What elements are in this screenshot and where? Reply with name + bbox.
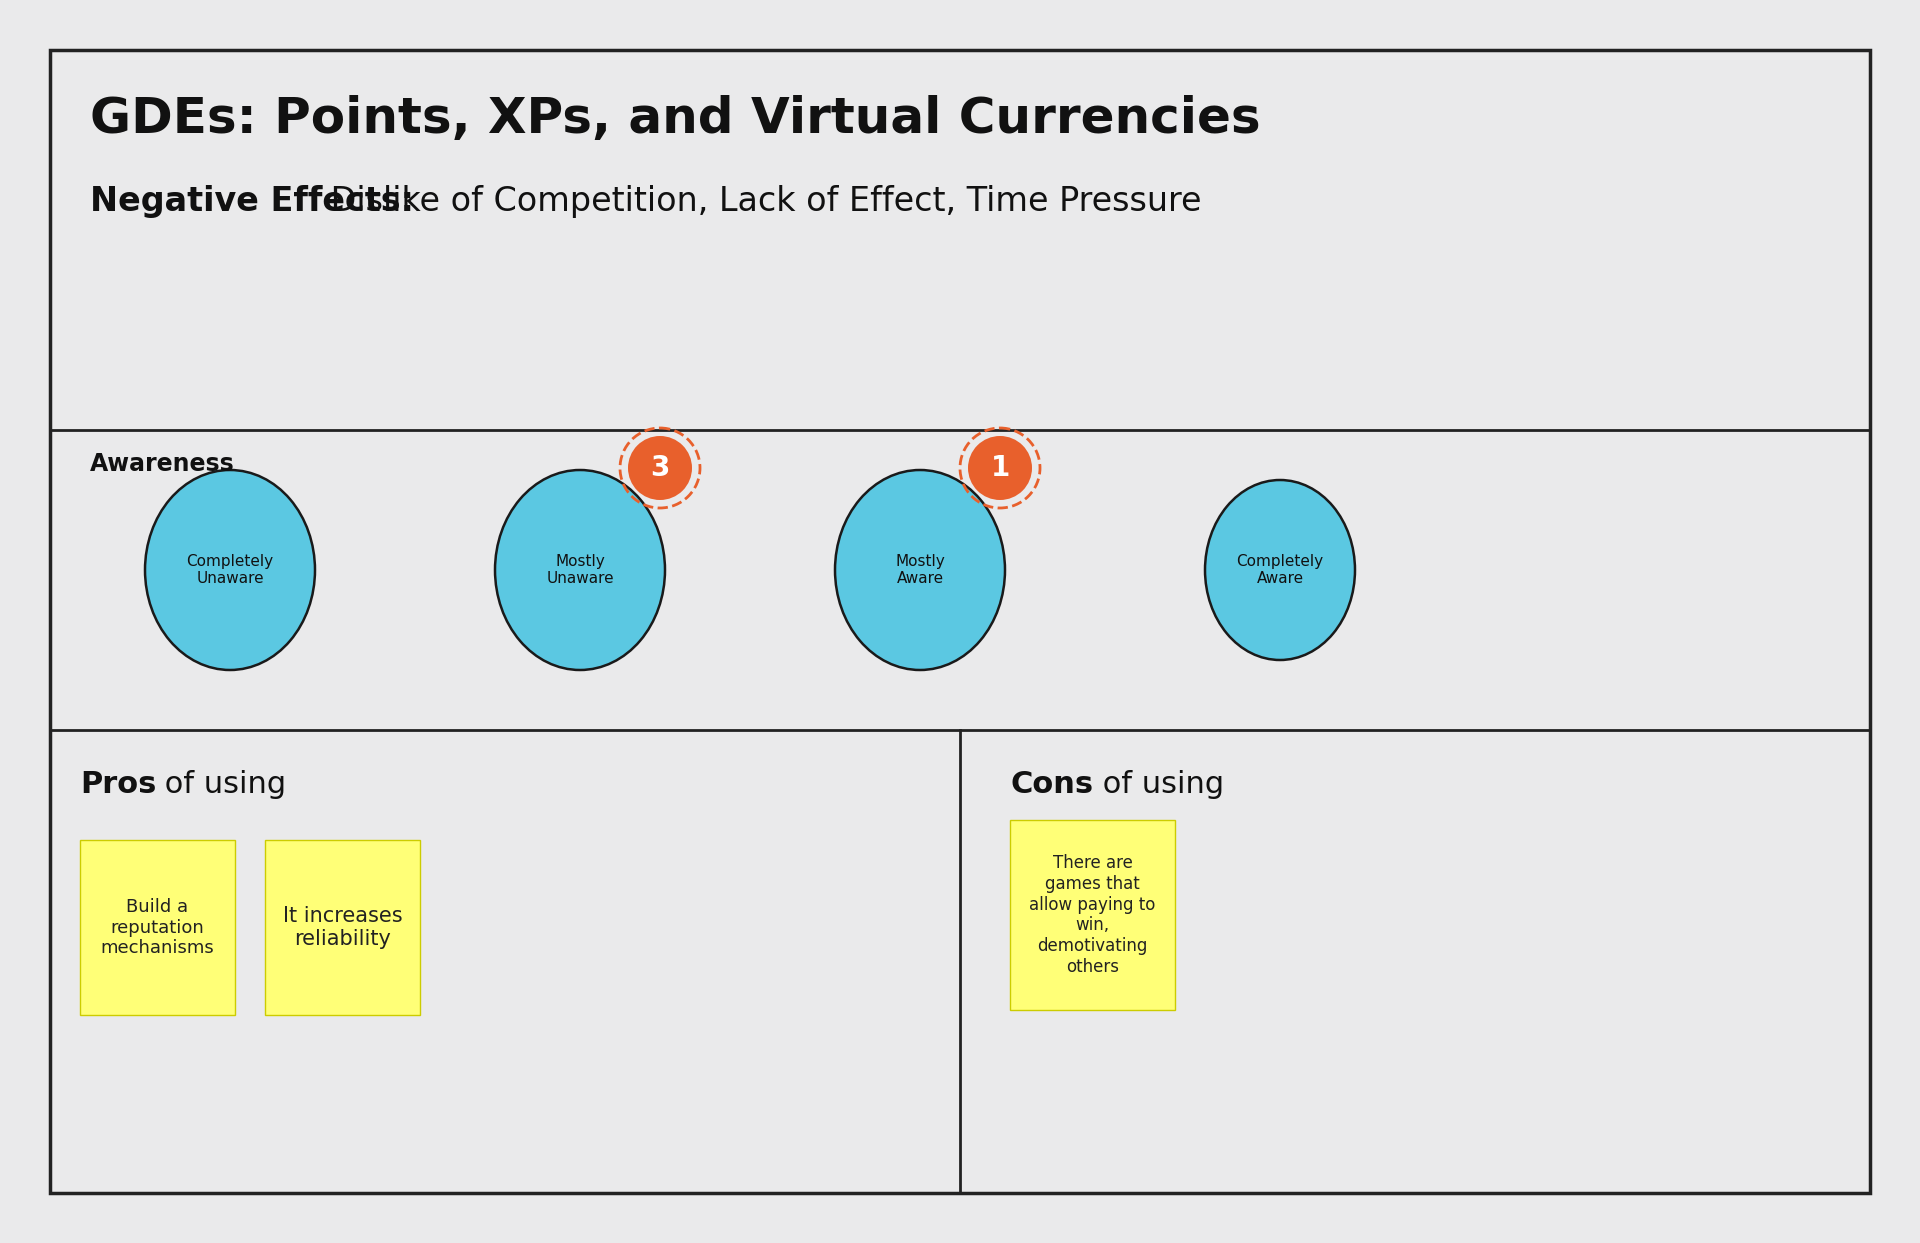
Text: of using: of using	[156, 769, 286, 799]
Text: Awareness: Awareness	[90, 452, 234, 476]
Ellipse shape	[146, 470, 315, 670]
Ellipse shape	[1206, 480, 1356, 660]
Circle shape	[968, 436, 1033, 500]
Text: Negative Effects:: Negative Effects:	[90, 185, 415, 218]
Ellipse shape	[835, 470, 1004, 670]
FancyBboxPatch shape	[50, 50, 1870, 1193]
Text: Pros: Pros	[81, 769, 156, 799]
Text: Completely
Aware: Completely Aware	[1236, 554, 1323, 587]
Text: Dislike of Competition, Lack of Effect, Time Pressure: Dislike of Competition, Lack of Effect, …	[321, 185, 1202, 218]
Text: Build a
reputation
mechanisms: Build a reputation mechanisms	[100, 897, 215, 957]
Text: Mostly
Unaware: Mostly Unaware	[545, 554, 614, 587]
Text: Mostly
Aware: Mostly Aware	[895, 554, 945, 587]
Text: GDEs: Points, XPs, and Virtual Currencies: GDEs: Points, XPs, and Virtual Currencie…	[90, 94, 1261, 143]
Text: There are
games that
allow paying to
win,
demotivating
others: There are games that allow paying to win…	[1029, 854, 1156, 976]
Ellipse shape	[495, 470, 664, 670]
Text: 3: 3	[651, 454, 670, 482]
Text: Completely
Unaware: Completely Unaware	[186, 554, 273, 587]
Text: Cons: Cons	[1010, 769, 1092, 799]
FancyBboxPatch shape	[1010, 820, 1175, 1011]
Text: of using: of using	[1092, 769, 1225, 799]
FancyBboxPatch shape	[265, 840, 420, 1016]
Text: 1: 1	[991, 454, 1010, 482]
Circle shape	[628, 436, 691, 500]
Text: It increases
reliability: It increases reliability	[282, 906, 403, 950]
FancyBboxPatch shape	[81, 840, 234, 1016]
